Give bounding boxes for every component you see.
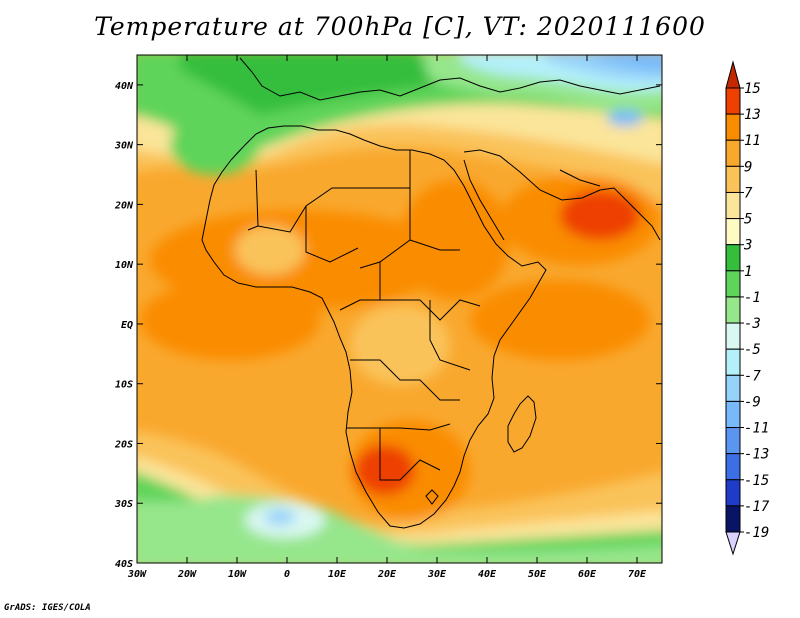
colorbar-label: 1	[744, 264, 752, 280]
y-tick-label: 10S	[115, 380, 133, 391]
x-tick-label: 20E	[377, 569, 397, 580]
red-sea-coast	[463, 159, 505, 241]
colorbar-swatch	[725, 139, 741, 167]
colorbar-label: -13	[744, 447, 769, 463]
colorbar-label: -15	[744, 473, 769, 489]
colorbar-label: 15	[744, 81, 761, 97]
x-tick-label: 10E	[328, 569, 347, 580]
colorbar-swatch	[725, 453, 741, 481]
colorbar-swatch	[725, 374, 741, 402]
colorbar-swatch	[725, 244, 741, 272]
colorbar-label: -3	[744, 316, 761, 332]
field-warm-atlantic	[140, 280, 320, 360]
colorbar-label: 7	[744, 185, 753, 201]
field-hot-arabia	[560, 190, 640, 240]
y-tick-label: 30S	[114, 499, 133, 510]
field-hot-kalahari	[355, 445, 415, 495]
country-border-5	[409, 239, 460, 251]
colorbar-label: -19	[744, 525, 769, 541]
map-title: Temperature at 700hPa [C], VT: 202011160…	[94, 12, 706, 41]
colorbar-label: 11	[744, 133, 761, 149]
country-border-7	[380, 299, 481, 321]
colorbar-swatch	[725, 87, 741, 115]
x-tick-label: 30W	[127, 569, 147, 580]
field-blob-nw-africa	[170, 115, 260, 175]
colorbar-swatch	[725, 322, 741, 350]
colorbar-swatch	[725, 400, 741, 429]
colorbar-label: 13	[744, 107, 761, 123]
colorbar-label: -7	[744, 368, 761, 384]
axis-labels: 30W 20W 10W 0 10E 20E 30E 40E 50E 60E 70E 40S 30S 20S…	[114, 81, 647, 580]
x-tick-label: 50E	[528, 569, 547, 580]
y-tick-label: EQ	[121, 320, 133, 331]
colorbar-label: -17	[744, 499, 770, 515]
x-tick-label: 10W	[228, 569, 247, 580]
x-tick-label: 30E	[427, 569, 447, 580]
colorbar-swatch	[725, 113, 741, 141]
madagascar-outline	[507, 395, 537, 453]
temperature-field	[137, 55, 662, 563]
map-outlines	[201, 57, 661, 529]
colorbar-swatch	[725, 348, 741, 376]
colorbar-swatch	[725, 218, 741, 246]
y-tick-label: 40S	[115, 559, 133, 570]
country-border-11	[429, 300, 471, 371]
x-tick-label: 0	[284, 569, 290, 580]
x-tick-label: 40E	[478, 569, 497, 580]
colorbar-label: -1	[744, 290, 761, 306]
y-tick-label: 20N	[114, 200, 134, 211]
y-tick-label: 20S	[114, 439, 133, 450]
x-tick-label: 20W	[177, 569, 197, 580]
y-tick-label: 10N	[115, 260, 134, 271]
colorbar-swatch	[725, 479, 741, 507]
axis-ticks	[136, 55, 662, 564]
colorbar-swatch	[725, 296, 741, 324]
field-cool-west-africa	[235, 225, 305, 275]
colorbar-bottom-arrow	[725, 531, 741, 556]
colorbar-swatch	[725, 505, 741, 533]
y-tick-label: 40N	[115, 81, 134, 92]
x-tick-label: 60E	[578, 569, 597, 580]
lesotho-outline	[425, 489, 439, 505]
colorbar: 15 13 11 9 7 5 3 1 -1 -3 -5 -7 -9 -11 -13 -15 -17 -19	[725, 60, 770, 556]
grads-credit: GrADS: IGES/COLA	[4, 603, 91, 613]
europe-coast	[239, 57, 661, 101]
field-warm-indian	[470, 280, 650, 360]
x-tick-label: 70E	[628, 569, 647, 580]
country-border-3	[305, 206, 359, 263]
field-blob-southern-m5	[264, 509, 296, 525]
colorbar-label: 3	[743, 238, 752, 254]
colorbar-label: 5	[744, 212, 752, 228]
colorbar-label: -9	[744, 394, 761, 410]
country-border-9	[346, 423, 451, 431]
country-border-8	[350, 359, 460, 401]
colorbar-label: -11	[744, 421, 769, 437]
country-border-4	[359, 188, 411, 269]
field-warm-ethiopia	[400, 180, 510, 300]
arabia-outline	[463, 149, 661, 241]
field-band-north-m9	[590, 55, 662, 72]
persian-gulf-coast	[559, 169, 601, 187]
colorbar-swatch	[725, 270, 741, 298]
colorbar-label: -5	[744, 342, 761, 358]
country-border-6	[339, 262, 381, 311]
colorbar-label: 9	[744, 159, 752, 175]
colorbar-top-arrow	[725, 60, 741, 89]
field-blob-iran-cold	[607, 110, 643, 126]
colorbar-swatch	[725, 191, 741, 220]
africa-coastline	[201, 125, 547, 529]
country-border-10	[379, 428, 441, 481]
plot-frame	[136, 54, 663, 564]
y-tick-label: 30N	[114, 141, 134, 152]
colorbar-swatch	[725, 427, 741, 455]
field-cool-congo	[350, 305, 450, 385]
colorbar-swatch	[725, 165, 741, 193]
